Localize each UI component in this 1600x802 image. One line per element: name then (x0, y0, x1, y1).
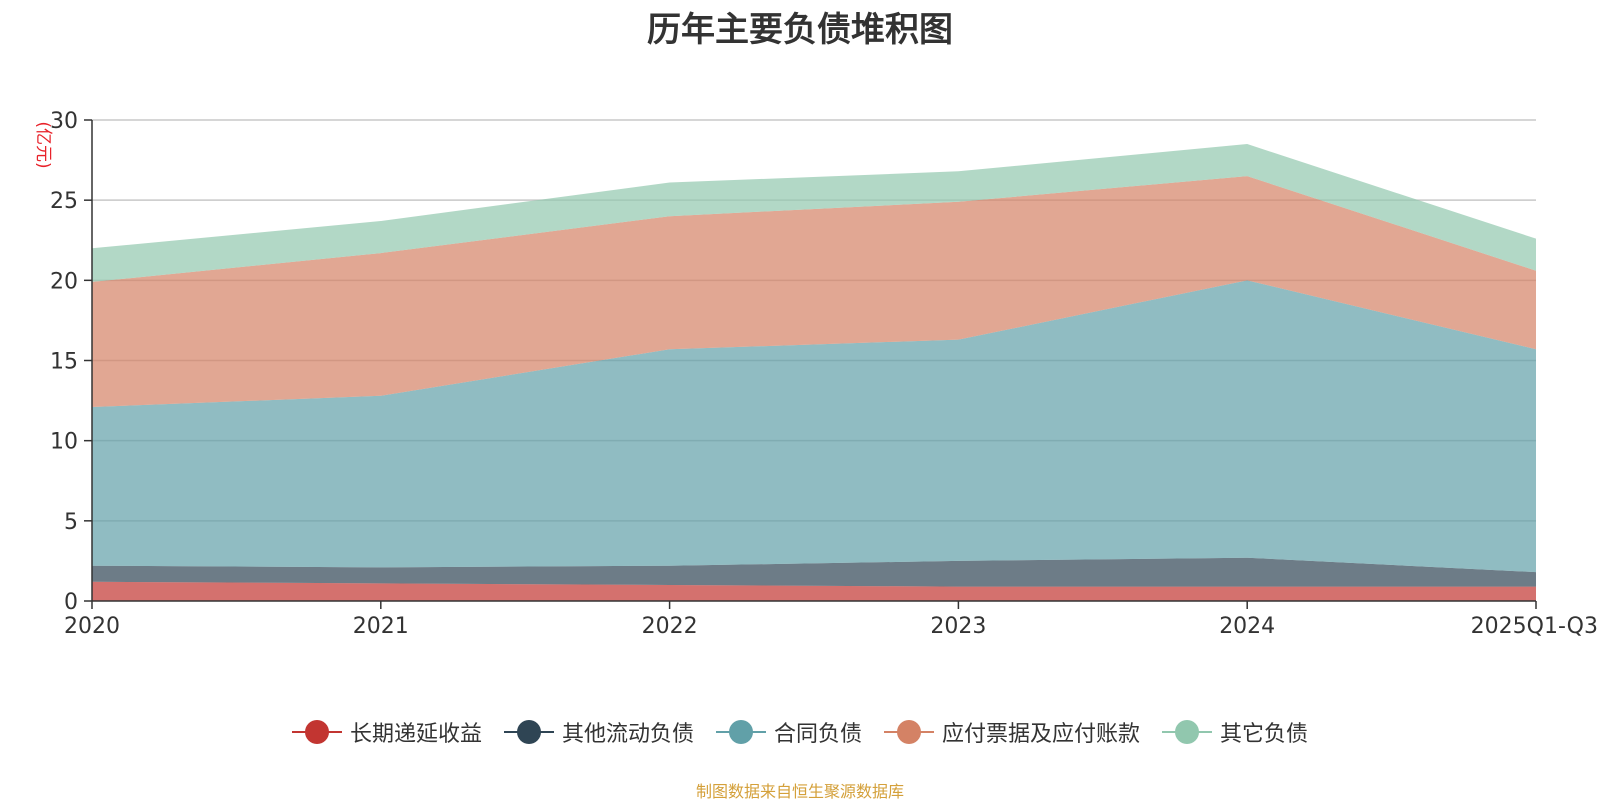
legend-label: 合同负债 (773, 722, 862, 747)
legend-item-3[interactable]: 应付票据及应付账款 (884, 716, 1140, 748)
y-tick-label: 5 (64, 510, 78, 535)
data-source-note: 制图数据来自恒生聚源数据库 (695, 782, 904, 801)
legend-label: 其他流动负债 (561, 722, 694, 747)
y-tick-label: 10 (50, 430, 78, 455)
legend-item-2[interactable]: 合同负债 (715, 716, 862, 748)
area-series-4 (92, 144, 1536, 282)
legend-marker-icon (884, 720, 934, 744)
chart-legend: 长期递延收益 其他流动负债 合同负债 应付票据及应付账款 其它负债 (0, 716, 1600, 748)
legend-label: 长期递延收益 (349, 722, 482, 747)
y-axis-unit-label: (亿元) (33, 121, 53, 168)
legend-marker-icon (715, 720, 766, 744)
legend-item-1[interactable]: 其他流动负债 (503, 716, 694, 748)
chart-title: 历年主要负债堆积图 (647, 10, 953, 50)
axes: 0 5 10 15 20 25 30 2020 2021 2022 2023 2024 2025Q1-Q… (50, 109, 1598, 639)
legend-item-4[interactable]: 其它负债 (1162, 716, 1308, 748)
y-tick-label: 0 (64, 590, 78, 615)
stacked-areas (92, 144, 1536, 601)
y-tick-label: 25 (50, 189, 78, 214)
chart-canvas: 0 5 10 15 20 25 30 2020 2021 2022 2023 2024 2025Q1-Q… (33, 109, 1598, 639)
y-tick-label: 30 (50, 109, 78, 134)
legend-marker-icon (1162, 720, 1213, 744)
x-tick-label: 2023 (930, 614, 986, 639)
area-series-1 (92, 557, 1536, 587)
legend-item-0[interactable]: 长期递延收益 (291, 716, 482, 748)
legend-marker-icon (503, 720, 554, 744)
area-series-2 (92, 280, 1536, 573)
y-tick-label: 20 (50, 269, 78, 294)
y-tick-label: 15 (50, 350, 78, 375)
legend-marker-icon (291, 720, 342, 744)
x-tick-label: 2022 (642, 614, 698, 639)
x-tick-label: 2020 (64, 614, 120, 639)
x-tick-label: 2025Q1-Q3 (1471, 614, 1598, 639)
legend-label: 其它负债 (1220, 722, 1309, 747)
legend-label: 应付票据及应付账款 (942, 722, 1141, 747)
area-series-3 (92, 176, 1536, 407)
x-tick-label: 2021 (353, 614, 409, 639)
x-tick-label: 2024 (1219, 614, 1275, 639)
